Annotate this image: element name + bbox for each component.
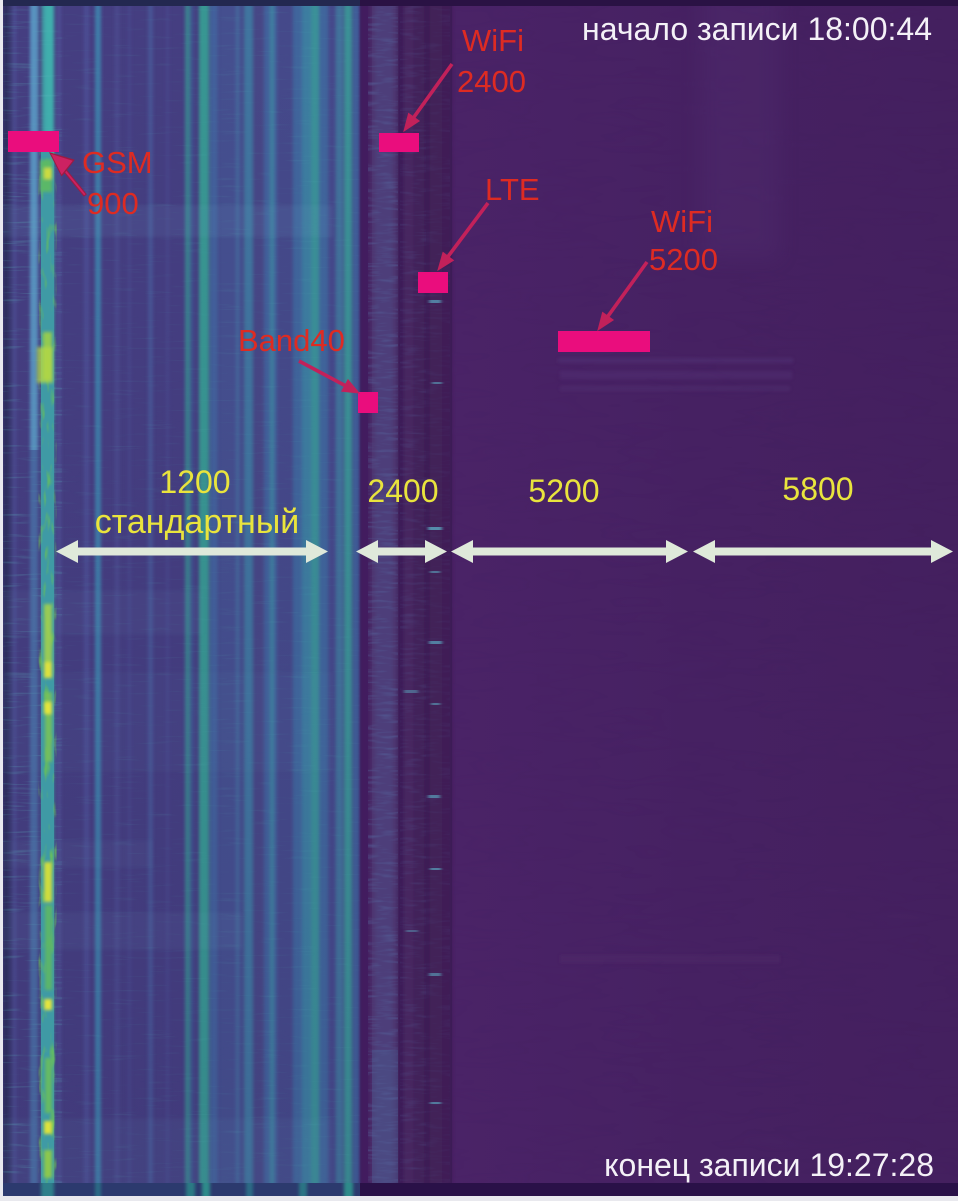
svg-text:900: 900 (87, 186, 139, 221)
svg-text:Band40: Band40 (238, 323, 345, 358)
svg-text:5800: 5800 (782, 471, 853, 507)
svg-text:GSM: GSM (82, 145, 153, 180)
svg-text:WiFi: WiFi (462, 23, 524, 58)
svg-text:5200: 5200 (528, 473, 599, 509)
svg-text:начало записи 18:00:44: начало записи 18:00:44 (582, 11, 932, 47)
svg-text:WiFi: WiFi (651, 204, 713, 239)
svg-text:2400: 2400 (457, 64, 526, 99)
svg-text:2400: 2400 (367, 473, 438, 509)
svg-text:стандартный: стандартный (95, 503, 300, 541)
svg-text:5200: 5200 (649, 242, 718, 277)
svg-text:1200: 1200 (159, 464, 230, 500)
svg-text:конец записи 19:27:28: конец записи 19:27:28 (604, 1147, 934, 1183)
svg-text:LTE: LTE (485, 172, 540, 207)
